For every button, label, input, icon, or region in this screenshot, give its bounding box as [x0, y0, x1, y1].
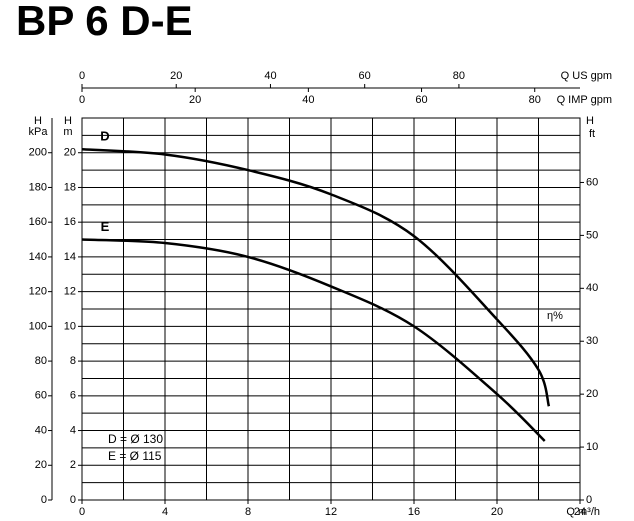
kpa-axis-unit: kPa — [29, 126, 49, 138]
top-tick-label: 60 — [415, 94, 427, 106]
curve-label: E — [101, 219, 110, 234]
y-tick-label: 10 — [64, 320, 76, 332]
kpa-tick-label: 40 — [35, 424, 47, 436]
x-tick-label: 8 — [245, 506, 251, 518]
x-axis-label: Q m³/h — [566, 506, 600, 518]
top-tick-label: 20 — [170, 70, 182, 82]
x-tick-label: 16 — [408, 506, 420, 518]
y2-tick-label: 10 — [586, 441, 598, 453]
y2-tick-label: 0 — [586, 494, 592, 506]
top-tick-label: 80 — [453, 70, 465, 82]
kpa-tick-label: 180 — [29, 181, 47, 193]
top-tick-label: 40 — [264, 70, 276, 82]
x-tick-label: 12 — [325, 506, 337, 518]
y-tick-label: 12 — [64, 286, 76, 298]
eta-label: η% — [547, 310, 563, 322]
top-tick-label: 20 — [189, 94, 201, 106]
top-tick-label: 0 — [79, 70, 85, 82]
x-tick-label: 24 — [574, 506, 586, 518]
top-axis-label: Q US gpm — [561, 70, 612, 82]
y2-tick-label: 30 — [586, 335, 598, 347]
kpa-tick-label: 100 — [29, 320, 47, 332]
y2-tick-label: 20 — [586, 388, 598, 400]
pump-curve — [81, 238, 546, 442]
chart-title: BP 6 D-E — [16, 0, 193, 44]
kpa-tick-label: 200 — [29, 147, 47, 159]
y2-tick-label: 60 — [586, 176, 598, 188]
kpa-tick-label: 120 — [29, 286, 47, 298]
top-tick-label: 80 — [529, 94, 541, 106]
kpa-tick-label: 20 — [35, 459, 47, 471]
y-tick-label: 16 — [64, 216, 76, 228]
top-axis-label: Q IMP gpm — [557, 94, 612, 106]
top-tick-label: 40 — [302, 94, 314, 106]
kpa-axis-label: H — [34, 115, 42, 127]
legend-entry: D = Ø 130 — [108, 432, 163, 446]
legend-entry: E = Ø 115 — [108, 449, 162, 463]
y2-tick-label: 40 — [586, 282, 598, 294]
x-tick-label: 20 — [491, 506, 503, 518]
kpa-tick-label: 60 — [35, 390, 47, 402]
y-axis-unit: m — [63, 126, 72, 138]
y-tick-label: 6 — [70, 390, 76, 402]
y-tick-label: 8 — [70, 355, 76, 367]
kpa-tick-label: 140 — [29, 251, 47, 263]
top-tick-label: 0 — [79, 94, 85, 106]
plot-frame — [81, 117, 581, 501]
curve-label: D — [100, 129, 109, 144]
kpa-tick-label: 80 — [35, 355, 47, 367]
y-tick-label: 20 — [64, 147, 76, 159]
y-axis-label: H — [64, 115, 72, 127]
y2-axis-unit: ft — [589, 128, 595, 140]
top-tick-label: 60 — [359, 70, 371, 82]
kpa-tick-label: 160 — [29, 216, 47, 228]
y-tick-label: 4 — [70, 424, 76, 436]
y2-tick-label: 50 — [586, 229, 598, 241]
pump-curve — [81, 148, 551, 407]
kpa-tick-label: 0 — [41, 494, 47, 506]
x-tick-label: 4 — [162, 506, 168, 518]
y2-axis-label: H — [586, 115, 594, 127]
y-tick-label: 2 — [70, 459, 76, 471]
y-tick-label: 0 — [70, 494, 76, 506]
x-tick-label: 0 — [79, 506, 85, 518]
y-tick-label: 14 — [64, 251, 76, 263]
y-tick-label: 18 — [64, 181, 76, 193]
